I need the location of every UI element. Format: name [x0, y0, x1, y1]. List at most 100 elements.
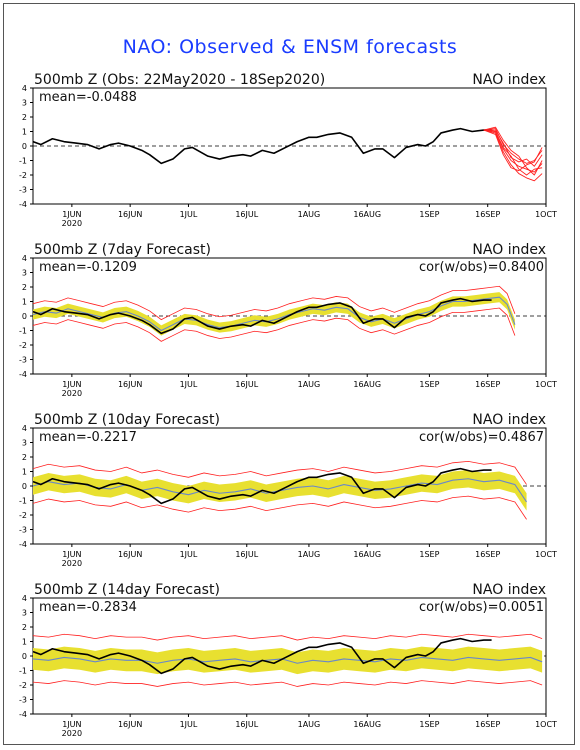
y-tick-label: -3: [19, 186, 27, 195]
y-tick-label: 1: [22, 128, 27, 137]
chart-title: 500mb Z (Obs: 22May2020 - 18Sep2020): [34, 72, 325, 88]
chart-panel-3: 500mb Z (10day Forecast) NAO index 4 3 2 1 0 -1…: [19, 412, 557, 568]
observed-line: [32, 127, 492, 165]
x-tick-label: 1AUG: [298, 550, 321, 559]
x-tick-label: 1JUL: [180, 380, 198, 389]
y-tick-label: 4: [22, 254, 27, 263]
x-year-label: 2020: [62, 389, 82, 398]
x-tick-label: 16JUL: [235, 380, 258, 389]
y-tick-label: -1: [19, 497, 27, 506]
y-tick-label: 2: [22, 113, 27, 122]
y-tick-label: -2: [19, 341, 27, 350]
y-tick-label: 0: [22, 652, 27, 661]
x-tick-label: 16SEP: [475, 210, 500, 219]
member-upper-line: [32, 460, 527, 485]
x-tick-label: 16JUN: [118, 550, 142, 559]
y-tick-label: -2: [19, 681, 27, 690]
chart-right-label: NAO index: [472, 72, 546, 88]
y-tick-label: 4: [22, 594, 27, 603]
chart-right-label: NAO index: [472, 412, 546, 428]
y-tick-label: 4: [22, 424, 27, 433]
chart-right-label: NAO index: [472, 242, 546, 258]
forecast-member-line: [483, 128, 543, 164]
y-tick-label: -1: [19, 327, 27, 336]
x-tick-label: 1JUL: [180, 210, 198, 219]
y-tick-label: 2: [22, 623, 27, 632]
x-tick-label: 1JUN: [62, 380, 81, 389]
member-upper-line: [32, 285, 516, 321]
x-tick-label: 1JUN: [62, 550, 81, 559]
x-tick-label: 16JUN: [118, 210, 142, 219]
x-year-label: 2020: [62, 219, 82, 228]
mean-label: mean=-0.2834: [39, 600, 137, 615]
x-tick-label: 1JUL: [180, 720, 198, 729]
member-lower-line: [32, 307, 516, 342]
observed-line: [32, 637, 492, 675]
observed-line: [32, 467, 492, 505]
y-tick-label: 4: [22, 84, 27, 93]
x-tick-label: 16AUG: [353, 210, 381, 219]
member-upper-line: [32, 633, 543, 641]
x-tick-label: 16JUL: [235, 550, 258, 559]
y-tick-label: -4: [19, 370, 27, 379]
y-tick-label: 0: [22, 312, 27, 321]
x-year-label: 2020: [62, 559, 82, 568]
x-tick-label: 1AUG: [298, 720, 321, 729]
forecast-member-line: [483, 129, 543, 172]
y-tick-label: 3: [22, 609, 27, 618]
forecast-member-line: [483, 129, 543, 167]
x-tick-label: 1SEP: [419, 550, 439, 559]
y-tick-label: 2: [22, 453, 27, 462]
x-tick-label: 1SEP: [419, 720, 439, 729]
x-tick-label: 16AUG: [353, 550, 381, 559]
x-tick-label: 16AUG: [353, 380, 381, 389]
x-tick-label: 1OCT: [535, 550, 557, 559]
chart-title: 500mb Z (10day Forecast): [34, 412, 220, 428]
x-tick-label: 1JUN: [62, 720, 81, 729]
x-tick-label: 16SEP: [475, 720, 500, 729]
x-tick-label: 1JUN: [62, 210, 81, 219]
x-tick-label: 16JUN: [118, 380, 142, 389]
x-tick-label: 16JUN: [118, 720, 142, 729]
x-tick-label: 16SEP: [475, 380, 500, 389]
y-tick-label: -2: [19, 171, 27, 180]
mean-label: mean=-0.2217: [39, 430, 137, 445]
x-tick-label: 1SEP: [419, 210, 439, 219]
y-tick-label: -1: [19, 157, 27, 166]
y-tick-label: 3: [22, 269, 27, 278]
chart-panel-1: 500mb Z (Obs: 22May2020 - 18Sep2020) NAO …: [19, 72, 557, 228]
chart-title: 500mb Z (14day Forecast): [34, 582, 220, 598]
chart-right-label: NAO index: [472, 582, 546, 598]
y-tick-label: 1: [22, 298, 27, 307]
x-tick-label: 1OCT: [535, 210, 557, 219]
member-lower-line: [32, 495, 527, 520]
y-tick-label: -3: [19, 526, 27, 535]
x-tick-label: 1SEP: [419, 380, 439, 389]
y-tick-label: -3: [19, 356, 27, 365]
mean-label: mean=-0.0488: [39, 90, 137, 105]
x-tick-label: 1JUL: [180, 550, 198, 559]
y-tick-label: -3: [19, 696, 27, 705]
x-tick-label: 16JUL: [235, 720, 258, 729]
x-tick-label: 16AUG: [353, 720, 381, 729]
y-tick-label: 2: [22, 283, 27, 292]
ensemble-mean-line: [32, 478, 528, 503]
page-title: NAO: Observed & ENSM forecasts: [122, 36, 458, 58]
y-tick-label: 0: [22, 142, 27, 151]
x-tick-label: 16SEP: [475, 550, 500, 559]
chart-panel-4: 500mb Z (14day Forecast) NAO index 4 3 2 1 0 -1…: [19, 582, 557, 738]
cor-label: cor(w/obs)=0.8400: [419, 260, 544, 275]
y-tick-label: -4: [19, 710, 27, 719]
mean-label: mean=-0.1209: [39, 260, 137, 275]
chart-panel-2: 500mb Z (7day Forecast) NAO index 4 3 2 1 0 -1 -…: [19, 242, 557, 398]
x-tick-label: 1OCT: [535, 720, 557, 729]
y-tick-label: 3: [22, 99, 27, 108]
cor-label: cor(w/obs)=0.0051: [419, 600, 544, 615]
x-tick-label: 1AUG: [298, 210, 321, 219]
y-tick-label: 3: [22, 439, 27, 448]
y-tick-label: -4: [19, 540, 27, 549]
y-tick-label: -4: [19, 200, 27, 209]
cor-label: cor(w/obs)=0.4867: [419, 430, 544, 445]
y-tick-label: 1: [22, 468, 27, 477]
